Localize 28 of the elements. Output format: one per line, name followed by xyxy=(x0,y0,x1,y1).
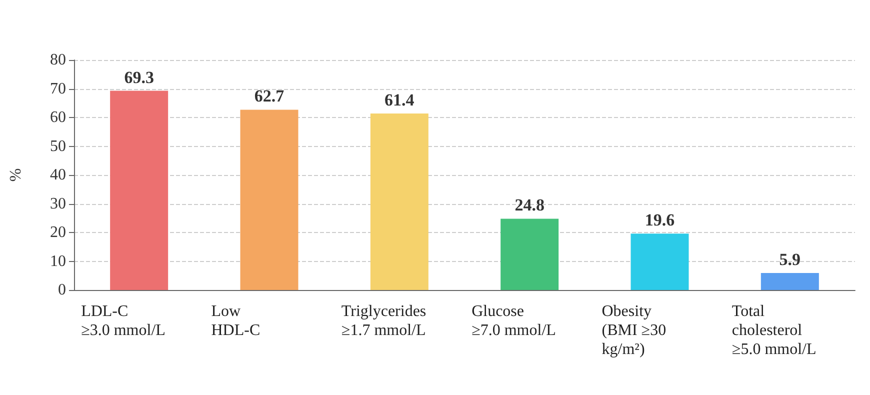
data-label: 69.3 xyxy=(124,68,154,87)
y-tick-label: 60 xyxy=(50,109,66,126)
x-tick-label: Low HDL-C xyxy=(211,303,260,339)
y-tick-label: 50 xyxy=(50,138,66,155)
y-tick-label: 10 xyxy=(50,252,66,270)
bar xyxy=(500,218,559,290)
y-tick-label: 70 xyxy=(50,80,66,98)
bar xyxy=(240,110,298,290)
x-tick-label: Triglycerides ≥1.7 mmol/L xyxy=(341,303,426,339)
y-tick-label: 80 xyxy=(50,52,66,68)
bar xyxy=(630,234,689,290)
x-tick-label: Glucose ≥7.0 mmol/L xyxy=(472,303,556,339)
y-tick-label: 20 xyxy=(50,224,66,241)
y-tick-label: 40 xyxy=(50,166,66,184)
y-axis-title: % xyxy=(8,168,24,182)
x-tick-label: LDL-C ≥3.0 mmol/L xyxy=(81,303,166,339)
bar xyxy=(370,113,428,290)
y-tick-label: 0 xyxy=(58,282,66,298)
data-label: 61.4 xyxy=(384,90,415,110)
data-label: 19.6 xyxy=(644,210,675,230)
bar xyxy=(760,273,819,290)
y-tick-label: 30 xyxy=(50,195,66,212)
bar xyxy=(110,90,168,290)
data-label: 5.9 xyxy=(779,250,801,270)
data-label: 24.8 xyxy=(514,196,544,215)
data-label: 62.7 xyxy=(254,86,285,106)
x-tick-label: Obesity (BMI ≥30 kg/m²) xyxy=(602,303,666,358)
x-tick-label: Total cholesterol ≥5.0 mmol/L xyxy=(732,303,816,358)
